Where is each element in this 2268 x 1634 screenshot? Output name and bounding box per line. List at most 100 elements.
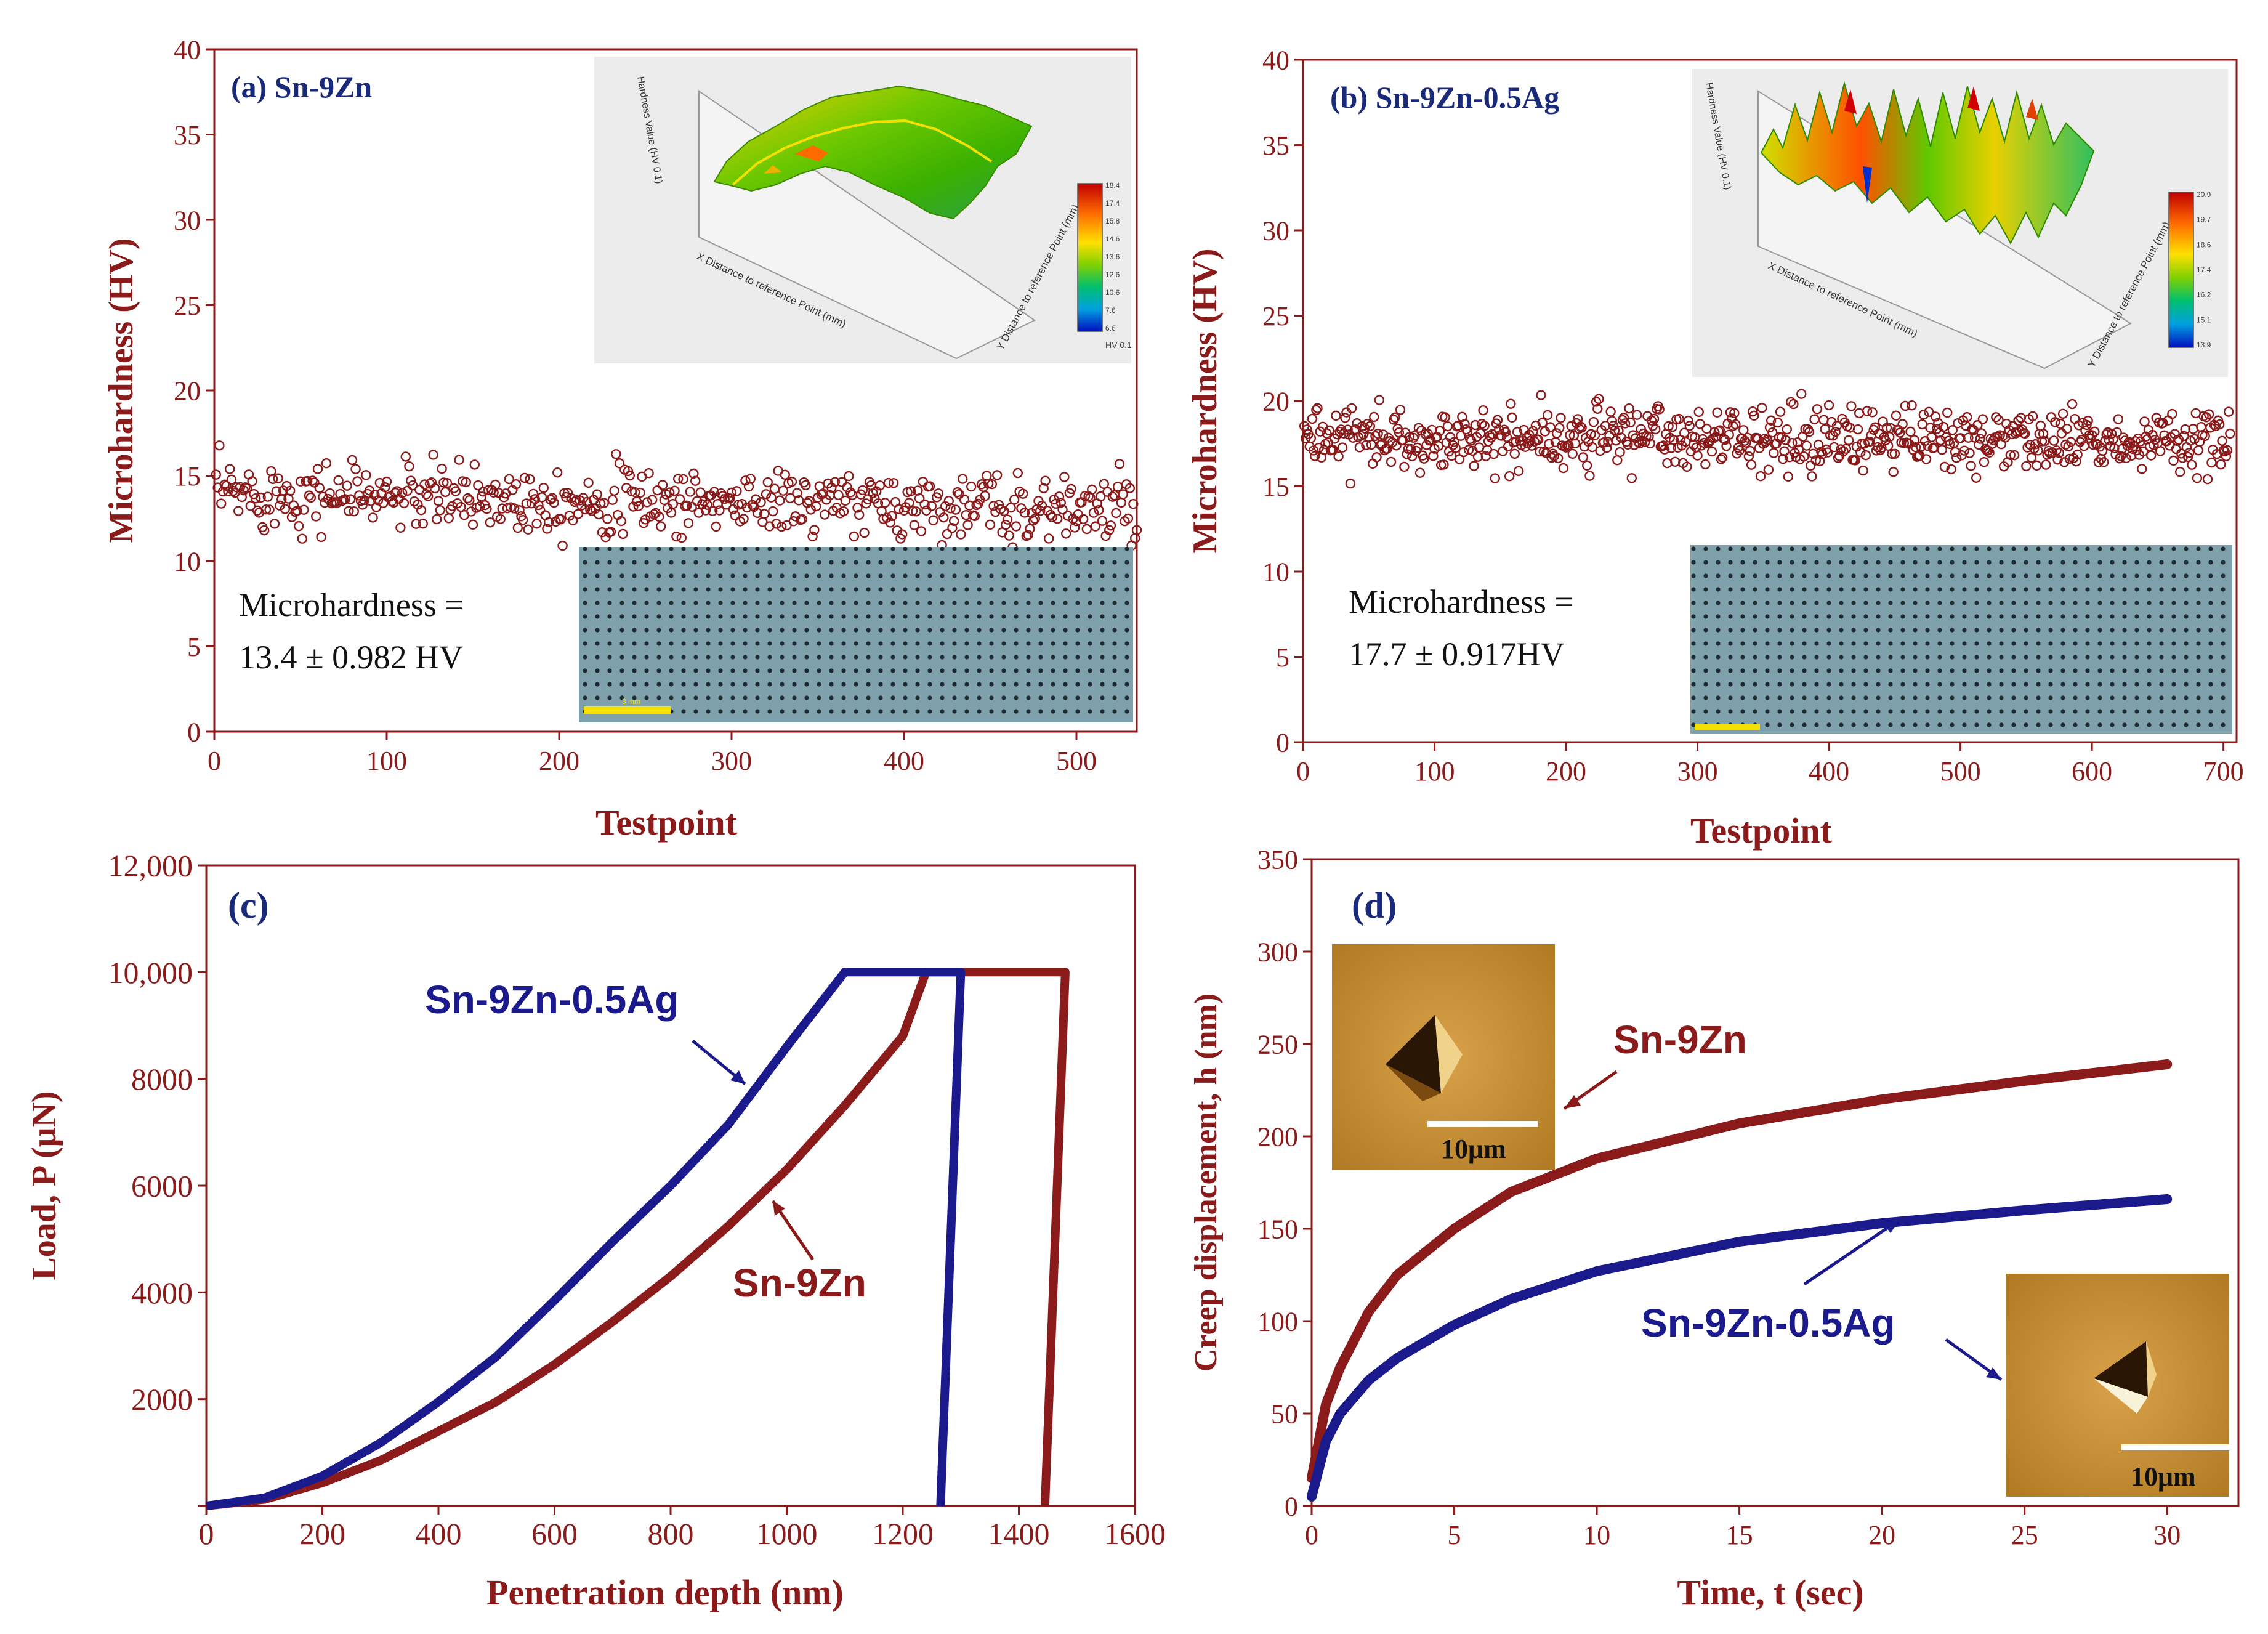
- data-point: [1105, 520, 1116, 531]
- data-point: [819, 509, 830, 520]
- data-point: [1554, 423, 1565, 434]
- data-point: [2177, 453, 2188, 463]
- data-point: [980, 490, 990, 501]
- data-point: [909, 520, 920, 530]
- y-tick-label: 30: [1262, 216, 1289, 246]
- data-point: [657, 480, 668, 490]
- data-point: [1782, 424, 1792, 435]
- data-point: [1972, 420, 1983, 431]
- panel-a-colorbar: [1077, 183, 1103, 332]
- data-point: [1793, 444, 1804, 455]
- data-point: [730, 510, 740, 520]
- data-point: [862, 494, 873, 504]
- data-point: [1729, 408, 1740, 418]
- data-point: [1801, 440, 1812, 451]
- data-point: [2026, 452, 2037, 463]
- data-point: [623, 466, 634, 477]
- panel-b-colorbar: [2168, 192, 2194, 348]
- data-point: [1738, 425, 1749, 435]
- data-point: [957, 474, 968, 484]
- data-point: [1386, 456, 1397, 467]
- data-point: [2193, 445, 2204, 456]
- colorbar-label: 20.9: [2197, 190, 2211, 199]
- data-point: [714, 505, 725, 516]
- data-point: [1090, 521, 1101, 532]
- data-point: [1449, 437, 1459, 447]
- data-point: [833, 490, 844, 500]
- data-point: [1959, 445, 1970, 456]
- data-point: [226, 474, 237, 485]
- data-point: [687, 501, 697, 512]
- data-point: [771, 519, 782, 529]
- colorbar-label: 15.1: [2197, 315, 2211, 324]
- data-point: [938, 512, 949, 523]
- data-point: [624, 470, 635, 481]
- x-tick-label: 1600: [1104, 1516, 1166, 1551]
- data-point: [438, 477, 449, 488]
- data-point: [1337, 442, 1348, 453]
- data-point: [1748, 406, 1758, 417]
- data-point: [380, 482, 390, 493]
- data-point: [894, 504, 904, 514]
- panel-d-arrowhead-zn: [1564, 1095, 1581, 1109]
- data-point: [1663, 421, 1674, 432]
- data-point: [1097, 516, 1108, 526]
- data-point: [1775, 406, 1786, 417]
- data-point: [311, 511, 321, 522]
- data-point: [349, 506, 359, 517]
- panel-b: 0 100 200 300 400 500 600 700 0 5 10 15 20 25 30 35 40 (…: [1186, 45, 2244, 851]
- x-tick-label: 15: [1726, 1520, 1753, 1550]
- data-point: [312, 464, 323, 474]
- x-tick-label: 0: [1305, 1520, 1318, 1550]
- data-point: [1081, 524, 1092, 535]
- data-point: [2168, 455, 2179, 466]
- data-point: [652, 485, 663, 496]
- data-point: [1787, 437, 1798, 448]
- data-point: [614, 458, 625, 469]
- x-tick-label: 25: [2011, 1520, 2038, 1550]
- data-point: [2099, 457, 2109, 467]
- data-point: [467, 519, 478, 530]
- data-point: [797, 514, 808, 525]
- data-point: [285, 485, 296, 496]
- data-point: [325, 488, 335, 499]
- data-point: [1755, 471, 1766, 482]
- data-point: [1843, 435, 1854, 445]
- data-point: [247, 476, 257, 487]
- data-point: [519, 472, 530, 483]
- data-point: [256, 492, 266, 503]
- data-point: [352, 476, 363, 487]
- data-point: [1086, 484, 1097, 495]
- panel-d-frame: [1310, 858, 2240, 1507]
- data-point: [433, 496, 444, 506]
- x-tick-label: 600: [2072, 756, 2112, 787]
- data-point: [1028, 516, 1039, 526]
- data-point: [1696, 440, 1707, 451]
- data-point: [2138, 446, 2149, 457]
- data-point: [269, 519, 280, 529]
- data-point: [599, 498, 609, 508]
- data-point: [1804, 427, 1815, 437]
- data-point: [321, 458, 332, 469]
- data-point: [1492, 415, 1503, 426]
- data-point: [2223, 406, 2234, 417]
- data-point: [1324, 425, 1334, 436]
- data-point: [692, 496, 703, 506]
- data-point: [887, 511, 897, 522]
- data-point: [1852, 424, 1863, 435]
- panel-d-afm-inset-2: 10μm: [2006, 1274, 2231, 1497]
- data-point: [555, 514, 566, 525]
- data-point: [1889, 448, 1900, 459]
- panel-d-y-title: Creep displacement, h (nm): [1188, 993, 1224, 1372]
- data-point: [1002, 514, 1013, 525]
- panel-b-y-title: Microhardness (HV): [1186, 248, 1224, 553]
- data-point: [1365, 421, 1376, 432]
- data-point: [2216, 459, 2226, 470]
- y-tick-label: 4000: [131, 1276, 193, 1310]
- data-point: [221, 480, 232, 491]
- y-tick-label: 30: [174, 205, 201, 235]
- data-point: [340, 494, 350, 504]
- data-point: [2217, 435, 2227, 447]
- data-point: [1461, 424, 1471, 435]
- data-point: [1845, 423, 1855, 433]
